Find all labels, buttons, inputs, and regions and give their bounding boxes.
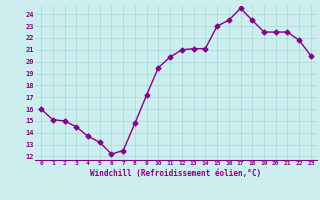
X-axis label: Windchill (Refroidissement éolien,°C): Windchill (Refroidissement éolien,°C) [91,169,261,178]
